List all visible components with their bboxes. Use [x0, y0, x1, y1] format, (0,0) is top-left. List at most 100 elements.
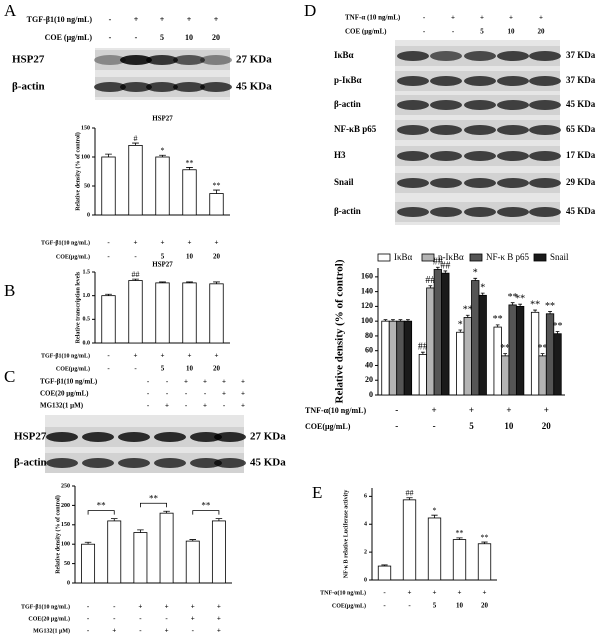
condition-value: + — [215, 239, 219, 247]
blot-band — [430, 207, 462, 217]
legend-label: IκBα — [394, 252, 413, 262]
bracket-label: ** — [201, 501, 211, 511]
condition-value: + — [165, 402, 169, 410]
error-bar — [421, 351, 425, 355]
y-tick-label: 100 — [61, 542, 70, 548]
band-size: 45 KDa — [566, 206, 596, 216]
condition-value: 10 — [456, 602, 464, 610]
blot-band — [154, 432, 186, 442]
condition-value: + — [432, 405, 437, 415]
condition-value: + — [544, 405, 549, 415]
blot-band — [118, 458, 150, 468]
panel-letter: B — [4, 281, 15, 300]
bracket-label: ** — [97, 501, 107, 511]
error-bar — [391, 319, 395, 322]
error-bar — [540, 353, 545, 356]
blot-band — [120, 82, 152, 92]
blot-band — [397, 76, 429, 86]
condition-value: + — [539, 14, 543, 22]
y-axis-label: NF-κ B relative Luciferase activity — [343, 490, 349, 579]
bar — [396, 320, 405, 396]
band-name: IκBα — [334, 50, 354, 60]
condition-value: + — [187, 15, 192, 24]
condition-value: - — [147, 390, 150, 398]
condition-value: - — [139, 615, 142, 623]
condition-value: - — [395, 421, 398, 431]
condition-value: - — [87, 627, 90, 635]
y-tick-label: 0 — [369, 390, 373, 399]
bar — [209, 283, 224, 344]
band-size: 29 KDa — [566, 177, 596, 187]
bar — [501, 355, 510, 396]
blot-band — [464, 125, 496, 135]
blot-band — [190, 432, 222, 442]
condition-value: 5 — [433, 602, 437, 610]
y-tick-label: 40 — [365, 360, 373, 369]
y-tick-label: 2 — [364, 549, 367, 555]
annotation: # — [134, 134, 138, 143]
condition-value: - — [139, 627, 142, 635]
annotation: ** — [553, 321, 563, 332]
condition-value: + — [222, 378, 226, 386]
error-bar — [84, 541, 92, 545]
condition-value: + — [161, 352, 165, 360]
band-name: β-actin — [12, 81, 45, 93]
band-size: 37 KDa — [566, 75, 596, 85]
condition-value: + — [480, 14, 484, 22]
error-bar — [159, 281, 166, 283]
blot-band — [430, 151, 462, 161]
condition-value: + — [408, 589, 412, 597]
blot-band — [497, 207, 529, 217]
condition-value: + — [483, 589, 487, 597]
y-tick-label: 100 — [81, 154, 90, 160]
condition-label: TGF-β1(10 ng/mL) — [21, 603, 70, 610]
band-name: β-actin — [334, 99, 361, 109]
bar — [477, 543, 492, 581]
condition-label: COE(μg/mL) — [305, 422, 351, 431]
condition-value: + — [241, 402, 245, 410]
condition-label: MG132(1 μM) — [40, 402, 84, 410]
y-tick-label: 200 — [61, 503, 70, 509]
blot-band — [94, 55, 126, 65]
error-bar — [215, 518, 223, 521]
condition-label: TGF-β1(10 ng/mL) — [41, 239, 90, 246]
blot-band — [82, 432, 114, 442]
condition-value: 10 — [186, 253, 194, 261]
condition-value: - — [166, 390, 169, 398]
bar — [553, 333, 562, 396]
bar — [388, 320, 398, 396]
bar — [515, 305, 525, 396]
condition-value: - — [185, 402, 188, 410]
blot-band — [200, 82, 232, 92]
condition-value: + — [138, 603, 142, 611]
band-name: HSP27 — [12, 54, 45, 66]
error-bar — [383, 319, 388, 322]
band-size: 27 KDa — [250, 431, 286, 443]
bar — [159, 512, 174, 584]
blot-band — [397, 51, 429, 61]
annotation: * — [433, 506, 437, 515]
condition-value: + — [241, 378, 245, 386]
annotation: ** — [515, 293, 525, 304]
y-tick-label: 0 — [67, 580, 70, 586]
blot-band — [464, 51, 496, 61]
y-tick-label: 250 — [61, 483, 70, 489]
error-bar — [105, 293, 112, 296]
blot-band — [529, 125, 561, 135]
blot-band — [120, 55, 152, 65]
y-tick-label: 140 — [361, 286, 373, 295]
bar — [81, 543, 96, 584]
condition-value: + — [222, 390, 226, 398]
condition-value: - — [383, 589, 386, 597]
condition-value: + — [217, 603, 221, 611]
condition-value: + — [191, 603, 195, 611]
y-axis-label: Relative transcription levels — [75, 271, 81, 343]
bracket-label: ** — [149, 493, 159, 503]
condition-value: + — [509, 14, 513, 22]
condition-value: - — [223, 402, 226, 410]
bar — [402, 499, 417, 581]
condition-label: COE (μg/mL) — [45, 33, 93, 42]
condition-value: + — [217, 615, 221, 623]
condition-label: COE (μg/mL) — [345, 28, 387, 36]
